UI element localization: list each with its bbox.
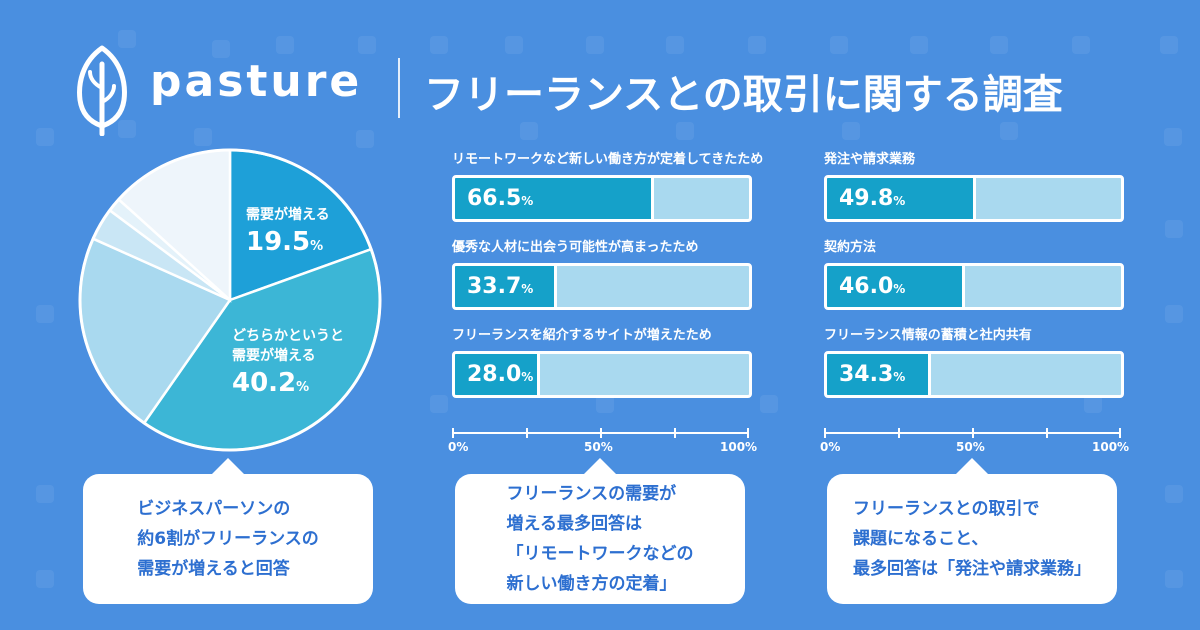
header-divider — [398, 58, 400, 118]
callout-line: 増える最多回答は — [506, 514, 643, 534]
bar-item: 契約方法 46.0% — [824, 238, 1134, 326]
pie-summary-callout: ビジネスパーソンの 約6割がフリーランスの 需要が増えると回答 — [83, 458, 373, 604]
reasons-bar-chart: リモートワークなど新しい働き方が定着してきたため 66.5% 優秀な人材に出会う… — [452, 150, 764, 414]
reasons-axis: 0% 50% 100% — [448, 412, 757, 454]
bar-label: フリーランスを紹介するサイトが増えたため — [452, 328, 712, 343]
axis-tick — [452, 428, 454, 438]
axis-tick — [1119, 428, 1121, 438]
pie-label-increase-unit: % — [310, 239, 324, 254]
bar-value-unit: % — [521, 370, 534, 384]
bar-track: 66.5% — [452, 175, 752, 222]
bar-label: 発注や請求業務 — [824, 152, 916, 167]
axis-tick-label: 100% — [720, 440, 758, 454]
bar-item: フリーランス情報の蓄積と社内共有 34.3% — [824, 326, 1134, 414]
issues-summary-callout: フリーランスとの取引で 課題になること、 最多回答は「発注や請求業務」 — [827, 458, 1117, 604]
bar-label: リモートワークなど新しい働き方が定着してきたため — [452, 152, 764, 167]
bar-value: 33.7 — [467, 274, 522, 299]
bar-fill — [455, 178, 654, 219]
pie-label-somewhat-increase-value: 40.2 — [232, 368, 297, 398]
callout-line: 需要が増えると回答 — [137, 559, 290, 579]
bar-fill — [827, 178, 977, 219]
axis-tick — [526, 428, 528, 438]
callout-line: フリーランスの需要が — [506, 484, 677, 504]
callout-line: フリーランスとの取引で — [853, 499, 1040, 519]
bar-value: 66.5 — [467, 186, 522, 211]
bar-item: 発注や請求業務 49.8% — [824, 150, 1134, 238]
bar-track: 49.8% — [824, 175, 1124, 222]
bar-fill — [827, 266, 966, 307]
axis-tick — [600, 428, 602, 438]
pie-label-increase-value: 19.5 — [246, 227, 311, 257]
bar-value-unit: % — [893, 370, 906, 384]
bar-track: 33.7% — [452, 263, 752, 310]
pie-label-somewhat-increase-line2: 需要が増える — [232, 348, 316, 364]
bar-value: 46.0 — [839, 274, 894, 299]
bar-value-unit: % — [893, 282, 906, 296]
pasture-logo-icon — [77, 45, 127, 136]
callout-line: 最多回答は「発注や請求業務」 — [853, 559, 1091, 579]
page-title: フリーランスとの取引に関する調査 — [424, 72, 1063, 118]
axis-tick-label: 0% — [448, 440, 469, 454]
bar-fill — [455, 266, 558, 307]
bar-track: 28.0% — [452, 351, 752, 398]
bar-item: 優秀な人材に出会う可能性が高まったため 33.7% — [452, 238, 762, 326]
bar-track: 46.0% — [824, 263, 1124, 310]
pie-label-somewhat-increase: どちらかというと 需要が増える 40.2% — [232, 326, 344, 405]
bar-value-unit: % — [521, 194, 534, 208]
callout-line: 約6割がフリーランスの — [137, 529, 319, 549]
pie-label-increase-category: 需要が増える — [246, 207, 330, 223]
brand-name: pasture — [150, 56, 363, 107]
bar-item: フリーランスを紹介するサイトが増えたため 28.0% — [452, 326, 762, 414]
issues-bar-chart: 発注や請求業務 49.8% 契約方法 46.0% フリーランス情報の蓄積と社内共… — [824, 150, 1134, 414]
bar-item: リモートワークなど新しい働き方が定着してきたため 66.5% — [452, 150, 764, 238]
bar-value-unit: % — [893, 194, 906, 208]
axis-tick-label: 50% — [956, 440, 985, 454]
axis-tick — [1046, 428, 1048, 438]
axis-tick — [972, 428, 974, 438]
pie-label-increase: 需要が増える 19.5% — [246, 205, 330, 264]
bar-value: 34.3 — [839, 362, 894, 387]
pie-outline — [78, 148, 382, 452]
axis-tick — [898, 428, 900, 438]
callout-line: 課題になること、 — [853, 529, 989, 549]
bar-track: 34.3% — [824, 351, 1124, 398]
bar-label: 優秀な人材に出会う可能性が高まったため — [452, 240, 699, 255]
bar-fill — [455, 354, 541, 395]
callout-line: 新しい働き方の定着」 — [506, 574, 677, 594]
bar-fill — [827, 354, 931, 395]
bar-value: 28.0 — [467, 362, 522, 387]
axis-tick-label: 0% — [820, 440, 841, 454]
pie-chart — [78, 148, 382, 452]
pie-label-somewhat-increase-unit: % — [296, 380, 310, 395]
bar-value: 49.8 — [839, 186, 894, 211]
bar-label: 契約方法 — [824, 240, 877, 255]
bar-label: フリーランス情報の蓄積と社内共有 — [824, 328, 1032, 343]
pie-label-somewhat-increase-line1: どちらかというと — [232, 328, 344, 344]
issues-axis: 0% 50% 100% — [820, 412, 1129, 454]
axis-tick — [747, 428, 749, 438]
axis-tick — [674, 428, 676, 438]
axis-tick — [824, 428, 826, 438]
reasons-summary-callout: フリーランスの需要が 増える最多回答は 「リモートワークなどの 新しい働き方の定… — [455, 458, 745, 604]
axis-tick-label: 50% — [584, 440, 613, 454]
callout-line: ビジネスパーソンの — [137, 499, 291, 519]
callout-line: 「リモートワークなどの — [506, 544, 694, 564]
bar-value-unit: % — [521, 282, 534, 296]
axis-tick-label: 100% — [1092, 440, 1130, 454]
